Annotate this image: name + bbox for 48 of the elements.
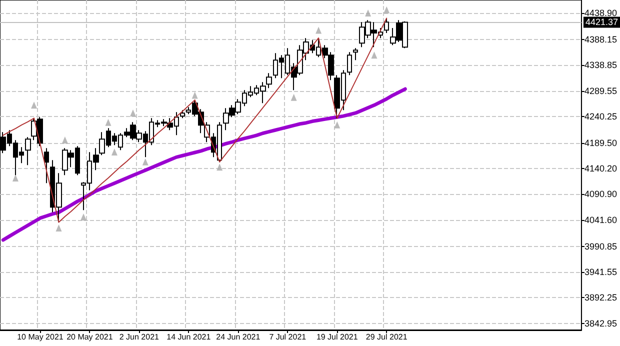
y-tick-label: 4090.90 (584, 189, 618, 200)
candlestick (25, 136, 31, 166)
x-tick-label: 7 Jul 2021 (269, 332, 307, 342)
point (31, 102, 38, 109)
point (216, 164, 223, 171)
y-tick-label: 3990.85 (584, 241, 618, 252)
line-series (2, 18, 388, 223)
x-tick-label: 2 Jun 2021 (119, 332, 160, 342)
y-tick-label: 3941.55 (584, 266, 618, 277)
point (371, 52, 378, 59)
candlestick (384, 18, 389, 34)
candlestick (266, 72, 272, 89)
x-tick-label: 19 Jul 2021 (316, 332, 358, 342)
point (62, 136, 68, 144)
candlestick (353, 48, 358, 61)
y-tick-label: 4338.85 (584, 60, 618, 70)
point (316, 26, 322, 34)
y-tick-label: 4041.60 (584, 214, 618, 225)
point (105, 118, 112, 126)
point (365, 10, 372, 17)
x-tick-label: 20 May 2021 (66, 332, 114, 342)
point (384, 6, 390, 14)
x-tick-label: 24 Jun 2021 (216, 332, 261, 342)
candlestick (347, 52, 352, 76)
y-tick-label: 4388.15 (584, 34, 618, 44)
line-series (1, 87, 407, 242)
y-tick-label: 4438.90 (584, 8, 618, 18)
y-tick-label: 4240.25 (584, 111, 618, 122)
point (111, 148, 118, 156)
point (290, 94, 297, 101)
point (142, 158, 148, 166)
x-tick-label: 14 Jun 2021 (166, 332, 212, 342)
point (192, 92, 198, 99)
x-tick-label: 29 Jul 2021 (366, 332, 408, 342)
ref-line-label: 4421.37 (585, 17, 618, 28)
x-tick-label: 10 May 2021 (17, 332, 64, 342)
y-tick-label: 3842.95 (584, 318, 618, 328)
point (334, 121, 340, 128)
point (80, 214, 87, 221)
y-tick-label: 3892.25 (584, 292, 618, 303)
candlestick (180, 110, 185, 119)
point (56, 224, 62, 232)
y-tick-label: 4289.55 (584, 86, 618, 96)
point (12, 174, 18, 182)
y-tick-label: 4189.50 (584, 138, 618, 148)
point (130, 109, 136, 116)
candlestick (44, 148, 49, 184)
y-tick-label: 4140.20 (584, 164, 618, 174)
